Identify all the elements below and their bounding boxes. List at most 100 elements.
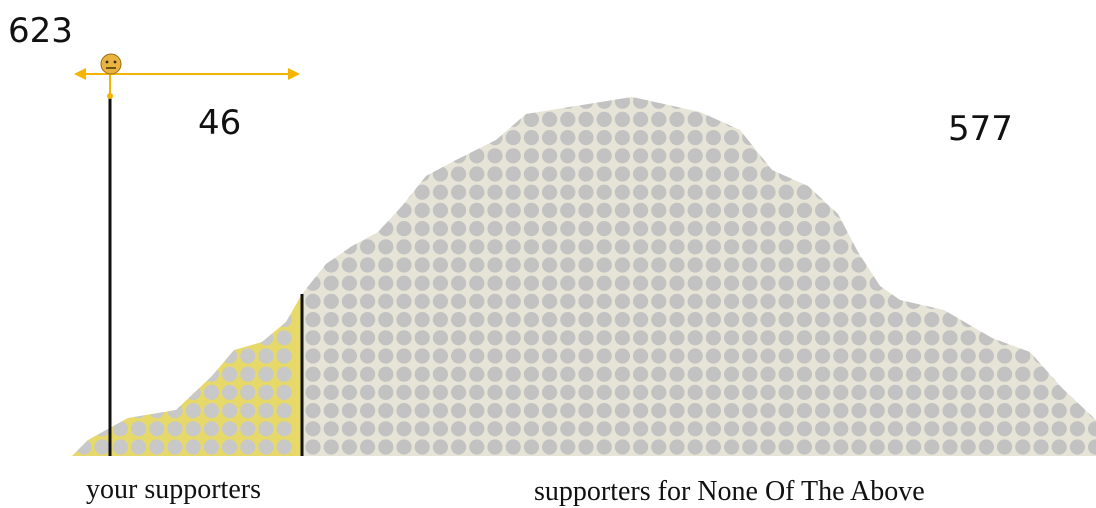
other-supporter-dot — [414, 421, 430, 437]
other-supporter-dot — [924, 384, 940, 400]
other-supporter-dot — [997, 184, 1013, 200]
other-supporter-dot — [633, 97, 649, 109]
other-supporter-dot — [396, 421, 412, 437]
your-supporter-dot — [167, 348, 183, 364]
other-supporter-dot — [542, 202, 558, 218]
your-supporter-dot — [76, 166, 91, 181]
other-supporter-dot — [705, 97, 722, 109]
other-supporter-dot — [542, 348, 558, 364]
other-supporter-dot — [887, 130, 904, 146]
other-supporter-dot — [523, 184, 540, 200]
other-supporter-dot — [851, 184, 867, 200]
other-supporter-dot — [560, 257, 576, 273]
other-supporter-dot — [1051, 384, 1067, 400]
other-supporter-dot — [942, 330, 958, 346]
other-supporter-dot — [815, 312, 831, 328]
other-supporter-dot — [633, 421, 649, 437]
other-supporter-dot — [942, 202, 958, 218]
other-supporter-dot — [669, 366, 685, 382]
other-supporter-dot — [451, 312, 467, 328]
other-supporter-dot — [651, 221, 667, 237]
other-supporter-dot — [669, 257, 685, 273]
your-supporter-dot — [131, 330, 147, 346]
other-supporter-dot — [796, 384, 813, 400]
other-supporter-dot — [1051, 130, 1067, 146]
other-supporter-dot — [1033, 148, 1049, 164]
other-supporter-dot — [724, 366, 740, 382]
other-supporter-dot — [978, 366, 995, 382]
your-supporter-dot — [149, 276, 164, 291]
other-supporter-dot — [669, 275, 685, 291]
other-supporter-dot — [432, 384, 448, 400]
other-supporter-dot — [887, 384, 904, 400]
other-supporter-dot — [523, 221, 540, 237]
other-supporter-dot — [869, 202, 885, 218]
other-supporter-dot — [469, 403, 485, 419]
other-supporter-dot — [1088, 348, 1096, 364]
your-supporter-dot — [240, 312, 256, 328]
other-supporter-dot — [887, 293, 904, 309]
other-supporter-dot — [960, 184, 976, 200]
other-supporter-dot — [1015, 330, 1031, 346]
your-supporter-dot — [113, 166, 128, 181]
other-supporter-dot — [432, 293, 448, 309]
your-supporter-dot — [149, 384, 165, 400]
other-supporter-dot — [869, 257, 885, 273]
other-supporter-dot — [523, 348, 540, 364]
other-supporter-dot — [669, 312, 685, 328]
your-supporter-dot — [167, 221, 182, 236]
other-supporter-dot — [305, 202, 321, 218]
other-supporter-dot — [487, 257, 503, 273]
other-supporter-dot — [614, 384, 631, 400]
other-supporter-dot — [815, 366, 831, 382]
your-supporter-dot — [94, 330, 110, 346]
your-supporter-dot — [222, 330, 238, 346]
other-count: 577 — [948, 109, 1013, 149]
other-supporter-dot — [833, 275, 849, 291]
other-supporter-dot — [1069, 97, 1086, 109]
other-supporter-dot — [851, 148, 867, 164]
other-supporter-dot — [942, 403, 958, 419]
your-supporter-dot — [95, 239, 110, 254]
other-supporter-dot — [651, 202, 667, 218]
your-supporter-dot — [167, 330, 183, 346]
your-supporter-dot — [76, 148, 91, 163]
other-supporter-dot — [760, 293, 776, 309]
other-supporter-dot — [942, 97, 958, 109]
other-supporter-dot — [851, 130, 867, 146]
other-supporter-dot — [1033, 293, 1049, 309]
your-supporter-dot — [94, 403, 110, 419]
other-supporter-dot — [833, 439, 849, 455]
your-supporter-dot — [258, 330, 274, 346]
other-supporter-dot — [1051, 202, 1067, 218]
your-supporter-dot — [112, 312, 128, 328]
other-supporter-dot — [432, 439, 448, 455]
other-supporter-dot — [523, 330, 540, 346]
other-supporter-dot — [742, 348, 758, 364]
other-supporter-dot — [378, 275, 394, 291]
other-supporter-dot — [687, 184, 703, 200]
other-supporter-dot — [651, 439, 667, 455]
other-supporter-dot — [578, 403, 594, 419]
other-supporter-dot — [942, 421, 958, 437]
your-supporter-dot — [167, 239, 182, 254]
other-supporter-dot — [1088, 202, 1096, 218]
other-supporter-dot — [469, 275, 485, 291]
other-supporter-dot — [360, 439, 376, 455]
other-supporter-dot — [815, 111, 831, 127]
other-supporter-dot — [341, 421, 357, 437]
your-supporter-dot — [222, 312, 238, 328]
other-supporter-dot — [978, 257, 995, 273]
other-supporter-dot — [505, 330, 521, 346]
other-supporter-dot — [523, 403, 540, 419]
other-supporter-dot — [851, 111, 867, 127]
other-supporter-dot — [687, 312, 703, 328]
your-supporter-dot — [95, 276, 110, 291]
other-supporter-dot — [378, 257, 394, 273]
your-supporter-dot — [258, 294, 274, 309]
other-supporter-dot — [869, 403, 885, 419]
other-supporter-dot — [596, 439, 612, 455]
your-supporter-dot — [277, 221, 292, 236]
other-supporter-dot — [815, 148, 831, 164]
your-supporter-dot — [204, 166, 219, 181]
